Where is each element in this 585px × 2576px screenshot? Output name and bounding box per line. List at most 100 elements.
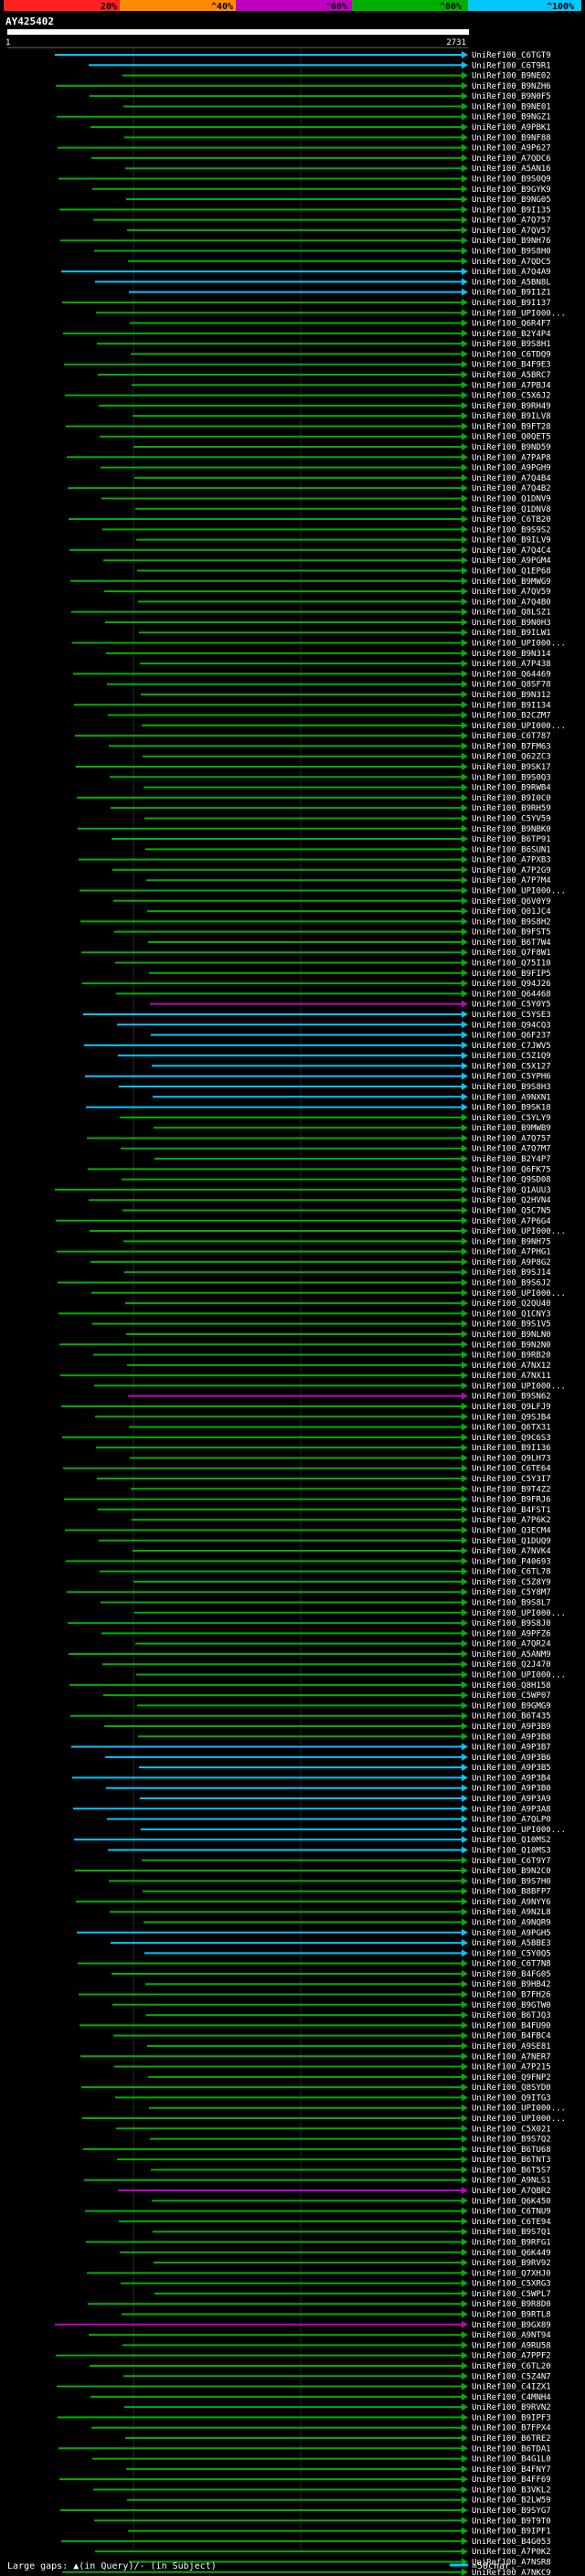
hit-label[interactable]: UniRef100_A7QLP0 [472,1816,551,1825]
hit-label[interactable]: UniRef100_Q7XHJ0 [472,2269,551,2278]
hit-label[interactable]: UniRef100_B9I135 [472,206,551,215]
hit-label[interactable]: UniRef100_B4G1L0 [472,2455,551,2465]
hit-label[interactable]: UniRef100_A7NKC9 [472,2569,551,2576]
hit-label[interactable]: UniRef100_B9S8H0 [472,248,551,257]
hit-label[interactable]: UniRef100_A7P6G4 [472,1217,551,1226]
hit-label[interactable]: UniRef100_B4FF69 [472,2475,551,2485]
hit-label[interactable]: UniRef100_Q1AUU3 [472,1186,551,1195]
hit-label[interactable]: UniRef100_Q6V0Y9 [472,897,551,906]
hit-label[interactable]: UniRef100_Q6FK75 [472,1165,551,1174]
hit-label[interactable]: UniRef100_Q01JC4 [472,907,551,917]
hit-label[interactable]: UniRef100_B7FPX4 [472,2424,551,2433]
hit-label[interactable]: UniRef100_B9RVN2 [472,2403,551,2412]
hit-label[interactable]: UniRef100_B9IPF1 [472,2528,551,2537]
hit-label[interactable]: UniRef100_Q7F8W1 [472,949,551,958]
hit-label[interactable]: UniRef100_Q9ITG3 [472,2094,551,2103]
hit-label[interactable]: UniRef100_B9N2C0 [472,1867,551,1876]
hit-label[interactable]: UniRef100_A5BBE3 [472,1939,551,1948]
hit-label[interactable]: UniRef100_A9NQR9 [472,1918,551,1927]
hit-label[interactable]: UniRef100_A7Q757 [472,217,551,226]
hit-label[interactable]: UniRef100_C5XRG3 [472,2280,551,2289]
hit-label[interactable]: UniRef100_A7P6K2 [472,1516,551,1525]
hit-label[interactable]: UniRef100_Q6F237 [472,1032,551,1041]
hit-label[interactable]: UniRef100_C5Y0Q5 [472,1949,551,1958]
hit-label[interactable]: UniRef100_B9NG05 [472,196,551,205]
hit-label[interactable]: UniRef100_A7Q4B0 [472,598,551,607]
hit-label[interactable]: UniRef100_UPI000... [472,640,566,649]
hit-label[interactable]: UniRef100_A7Q757 [472,1134,551,1143]
hit-label[interactable]: UniRef100_UPI000... [472,2104,566,2114]
hit-label[interactable]: UniRef100_A7Q4A9 [472,268,551,277]
hit-label[interactable]: UniRef100_B9FT28 [472,422,551,431]
hit-label[interactable]: UniRef100_A5AN16 [472,164,551,174]
hit-label[interactable]: UniRef100_C5Z8Y9 [472,1578,551,1587]
hit-label[interactable]: UniRef100_B9NE02 [472,72,551,81]
hit-label[interactable]: UniRef100_B9S8L7 [472,1599,551,1608]
hit-label[interactable]: UniRef100_Q8H158 [472,1681,551,1691]
hit-label[interactable]: UniRef100_C6T9R1 [472,61,551,70]
hit-label[interactable]: UniRef100_Q6TX31 [472,1424,551,1433]
hit-label[interactable]: UniRef100_A7NX11 [472,1372,551,1381]
hit-label[interactable]: UniRef100_C6T7N8 [472,1960,551,1969]
hit-label[interactable]: UniRef100_B9GMG9 [472,1701,551,1711]
hit-label[interactable]: UniRef100_B9S1V5 [472,1320,551,1330]
hit-label[interactable]: UniRef100_B9ILV8 [472,412,551,421]
hit-label[interactable]: UniRef100_B9T9T0 [472,2517,551,2526]
hit-label[interactable]: UniRef100_C6TDQ9 [472,350,551,359]
hit-label[interactable]: UniRef100_C5X127 [472,1062,551,1071]
hit-label[interactable]: UniRef100_Q0QET5 [472,433,551,442]
hit-label[interactable]: UniRef100_C5WP07 [472,1691,551,1701]
hit-label[interactable]: UniRef100_B9MWB9 [472,1124,551,1133]
hit-label[interactable]: UniRef100_B9I0C0 [472,794,551,803]
hit-label[interactable]: UniRef100_A9P3A8 [472,1805,551,1814]
hit-label[interactable]: UniRef100_C6TGT9 [472,51,551,60]
hit-label[interactable]: UniRef100_A7P7M4 [472,876,551,885]
hit-label[interactable]: UniRef100_UPI000... [472,1609,566,1618]
hit-label[interactable]: UniRef100_A9N2L8 [472,1908,551,1917]
hit-label[interactable]: UniRef100_B9S8H1 [472,340,551,349]
hit-label[interactable]: UniRef100_B9S7Q1 [472,2228,551,2237]
hit-label[interactable]: UniRef100_UPI000... [472,1826,566,1835]
hit-label[interactable]: UniRef100_B6TP91 [472,835,551,844]
hit-label[interactable]: UniRef100_Q1EP68 [472,567,551,577]
hit-label[interactable]: UniRef100_C5Z1Q9 [472,1052,551,1061]
hit-label[interactable]: UniRef100_Q2J470 [472,1660,551,1670]
hit-label[interactable]: UniRef100_B9RWB4 [472,784,551,793]
hit-label[interactable]: UniRef100_Q6R4F7 [472,320,551,329]
hit-label[interactable]: UniRef100_A9PGH5 [472,1929,551,1938]
hit-label[interactable]: UniRef100_C5WPL7 [472,2290,551,2299]
hit-label[interactable]: UniRef100_A7QDC6 [472,154,551,164]
hit-label[interactable]: UniRef100_B9ILV9 [472,536,551,546]
hit-label[interactable]: UniRef100_A7P438 [472,660,551,669]
hit-label[interactable]: UniRef100_C5X6J2 [472,392,551,401]
hit-label[interactable]: UniRef100_B9NGZ1 [472,113,551,122]
hit-label[interactable]: UniRef100_Q94CQ3 [472,1021,551,1030]
hit-label[interactable]: UniRef100_B9GTW0 [472,2001,551,2010]
hit-label[interactable]: UniRef100_B8BFP7 [472,1888,551,1897]
hit-label[interactable]: UniRef100_UPI000... [472,1227,566,1236]
hit-label[interactable]: UniRef100_Q8SF78 [472,681,551,690]
hit-label[interactable]: UniRef100_Q3ECM4 [472,1526,551,1535]
hit-label[interactable]: UniRef100_B9S8H2 [472,917,551,927]
hit-label[interactable]: UniRef100_Q1DNV8 [472,505,551,514]
hit-label[interactable]: UniRef100_Q8SYD0 [472,2083,551,2093]
hit-label[interactable]: UniRef100_B9MWG9 [472,578,551,587]
hit-label[interactable]: UniRef100_A5BN8L [472,278,551,287]
hit-label[interactable]: UniRef100_B9S8H3 [472,1083,551,1092]
hit-label[interactable]: UniRef100_B6T7W4 [472,938,551,948]
hit-label[interactable]: UniRef100_B9RFG1 [472,2238,551,2247]
hit-label[interactable]: UniRef100_B9SYG7 [472,2507,551,2516]
hit-label[interactable]: UniRef100_A7NSR8 [472,2558,551,2567]
hit-label[interactable]: UniRef100_C5Y3I7 [472,1475,551,1484]
hit-label[interactable]: UniRef100_B9SK17 [472,763,551,772]
hit-label[interactable]: UniRef100_A7P2G9 [472,866,551,875]
hit-label[interactable]: UniRef100_Q9C6S3 [472,1434,551,1443]
hit-label[interactable]: UniRef100_A9P8G2 [472,1258,551,1267]
hit-label[interactable]: UniRef100_A7NVK4 [472,1547,551,1556]
hit-label[interactable]: UniRef100_B9I134 [472,701,551,710]
hit-label[interactable]: UniRef100_UPI000... [472,886,566,896]
hit-label[interactable]: UniRef100_B9RB20 [472,1352,551,1361]
hit-label[interactable]: UniRef100_B4FG05 [472,1970,551,1979]
hit-label[interactable]: UniRef100_Q5C7N5 [472,1206,551,1215]
hit-label[interactable]: UniRef100_A9P3B0 [472,1785,551,1794]
